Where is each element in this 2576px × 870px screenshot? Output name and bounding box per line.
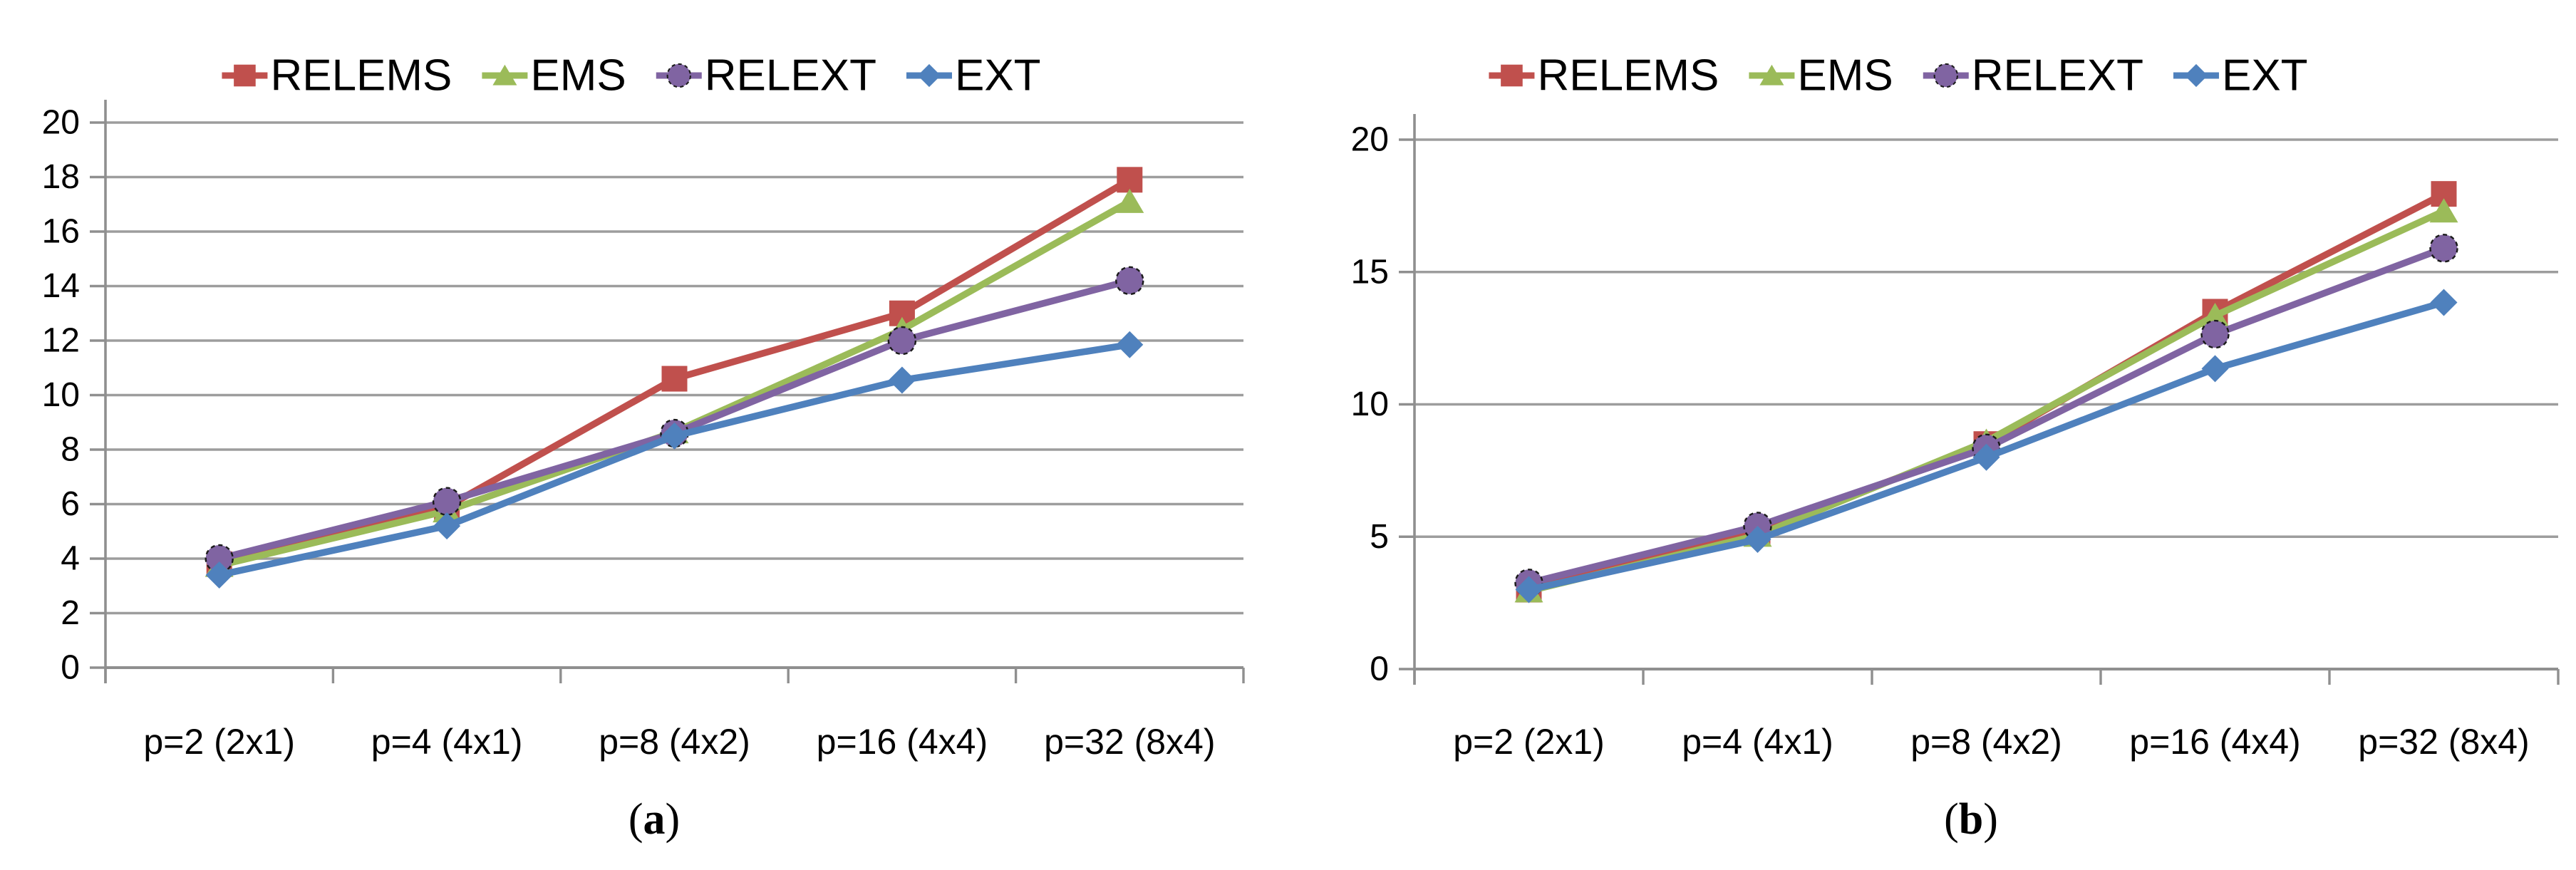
legend-item-EMS: EMS xyxy=(1749,51,1893,100)
legend-label: RELEMS xyxy=(1537,51,1719,100)
marker-RELEXT-p=32 (8x4) xyxy=(2429,234,2458,263)
legend-marker-triangle xyxy=(1759,64,1784,86)
marker-EXT-p=4 (4x1) xyxy=(1744,525,1771,553)
marker-RELEXT-p=2 (2x1) xyxy=(205,544,234,574)
marker-RELEXT-p=16 (4x4) xyxy=(887,326,917,356)
y-tick-label: 8 xyxy=(61,431,80,469)
marker-EXT-p=32 (8x4) xyxy=(1116,331,1144,358)
marker-EXT-p=8 (4x2) xyxy=(661,422,688,450)
legend-marker-square xyxy=(1501,64,1523,87)
marker-RELEXT-p=4 (4x1) xyxy=(432,487,462,516)
y-tick-label: 5 xyxy=(1370,518,1389,556)
legend-item-RELEXT: RELEXT xyxy=(1923,51,2143,100)
marker-EXT-p=8 (4x2) xyxy=(1972,443,2000,471)
x-tick-label: p=4 (4x1) xyxy=(1682,722,1833,762)
legend-item-EXT: EXT xyxy=(906,51,1041,100)
x-tick-label: p=8 (4x2) xyxy=(1910,722,2062,762)
y-tick-label: 0 xyxy=(61,649,80,687)
legend-item-EMS: EMS xyxy=(482,51,626,100)
marker-RELEXT-p=16 (4x4) xyxy=(2200,319,2230,349)
legend-marker-diamond xyxy=(2184,63,2208,88)
series-line-RELEXT xyxy=(1525,244,2448,587)
y-tick-label: 0 xyxy=(1370,651,1389,688)
x-tick-label: p=16 (4x4) xyxy=(2129,722,2300,762)
marker-EMS-p=16 (4x4) xyxy=(2200,303,2230,328)
y-tick-label: 20 xyxy=(1351,121,1389,159)
y-tick-label: 6 xyxy=(61,485,80,523)
x-tick-label: p=32 (8x4) xyxy=(2358,722,2529,762)
y-tick-label: 18 xyxy=(42,158,80,196)
legend-label: EMS xyxy=(1797,51,1893,100)
y-tick-label: 4 xyxy=(61,540,80,578)
legend: RELEMS EMS RELEXT EXT xyxy=(1489,51,2308,100)
marker-EXT-p=32 (8x4) xyxy=(2430,289,2458,316)
x-tick-label: p=4 (4x1) xyxy=(371,722,523,762)
legend-label: RELEXT xyxy=(1972,51,2143,100)
marker-RELEXT-p=32 (8x4) xyxy=(1115,266,1144,296)
legend-marker-triangle xyxy=(492,64,517,86)
y-tick-label: 12 xyxy=(42,322,80,360)
subfigure-caption-a: (a) xyxy=(629,795,680,844)
y-tick-label: 16 xyxy=(42,213,80,251)
chart-b: 0 5 10 15 20 p=2 (2x1) p=4 (4x1) p=8 (4x2) p=16 … xyxy=(1351,51,2560,844)
chart-a: 0 2 4 6 8 10 12 14 16 18 20 p=2 (2x1) p=4 (4x1) p=8 (… xyxy=(42,51,1245,844)
x-tick-label: p=2 (2x1) xyxy=(1453,722,1605,762)
legend-label: EXT xyxy=(955,51,1041,100)
legend-item-RELEMS: RELEMS xyxy=(222,51,452,100)
legend-marker-diamond xyxy=(917,63,941,88)
x-tick-label: p=16 (4x4) xyxy=(817,722,988,762)
marker-EXT-p=4 (4x1) xyxy=(433,512,461,540)
legend-marker-circle xyxy=(1933,63,1958,88)
x-tick-label: p=32 (8x4) xyxy=(1044,722,1215,762)
series-line-RELEMS xyxy=(1525,190,2448,594)
marker-EMS-p=32 (8x4) xyxy=(1115,188,1144,213)
subfigure-caption-b: (b) xyxy=(1944,795,1998,844)
legend-item-RELEXT: RELEXT xyxy=(656,51,876,100)
x-tick-label: p=2 (2x1) xyxy=(143,722,295,762)
legend-label: RELEXT xyxy=(705,51,876,100)
legend-label: EXT xyxy=(2222,51,2308,100)
marker-EXT-p=16 (4x4) xyxy=(888,366,916,394)
legend-marker-circle xyxy=(666,63,691,88)
x-tick-label: p=8 (4x2) xyxy=(599,722,750,762)
y-tick-label: 2 xyxy=(61,594,80,632)
legend-item-EXT: EXT xyxy=(2173,51,2308,100)
legend-marker-square xyxy=(234,64,256,87)
legend: RELEMS EMS RELEXT EXT xyxy=(222,51,1041,100)
marker-RELEMS-p=8 (4x2) xyxy=(661,366,688,392)
legend-label: RELEMS xyxy=(270,51,452,100)
y-tick-label: 15 xyxy=(1351,253,1389,291)
y-tick-label: 10 xyxy=(42,376,80,414)
y-tick-label: 14 xyxy=(42,267,80,305)
marker-EMS-p=32 (8x4) xyxy=(2429,198,2458,223)
legend-label: EMS xyxy=(530,51,626,100)
legend-item-RELEMS: RELEMS xyxy=(1489,51,1719,100)
marker-EXT-p=2 (2x1) xyxy=(1515,576,1543,604)
marker-EXT-p=16 (4x4) xyxy=(2201,355,2229,383)
marker-RELEMS-p=32 (8x4) xyxy=(1117,167,1143,193)
y-tick-label: 20 xyxy=(42,104,80,142)
y-tick-label: 10 xyxy=(1351,385,1389,423)
marker-EXT-p=2 (2x1) xyxy=(205,561,233,589)
